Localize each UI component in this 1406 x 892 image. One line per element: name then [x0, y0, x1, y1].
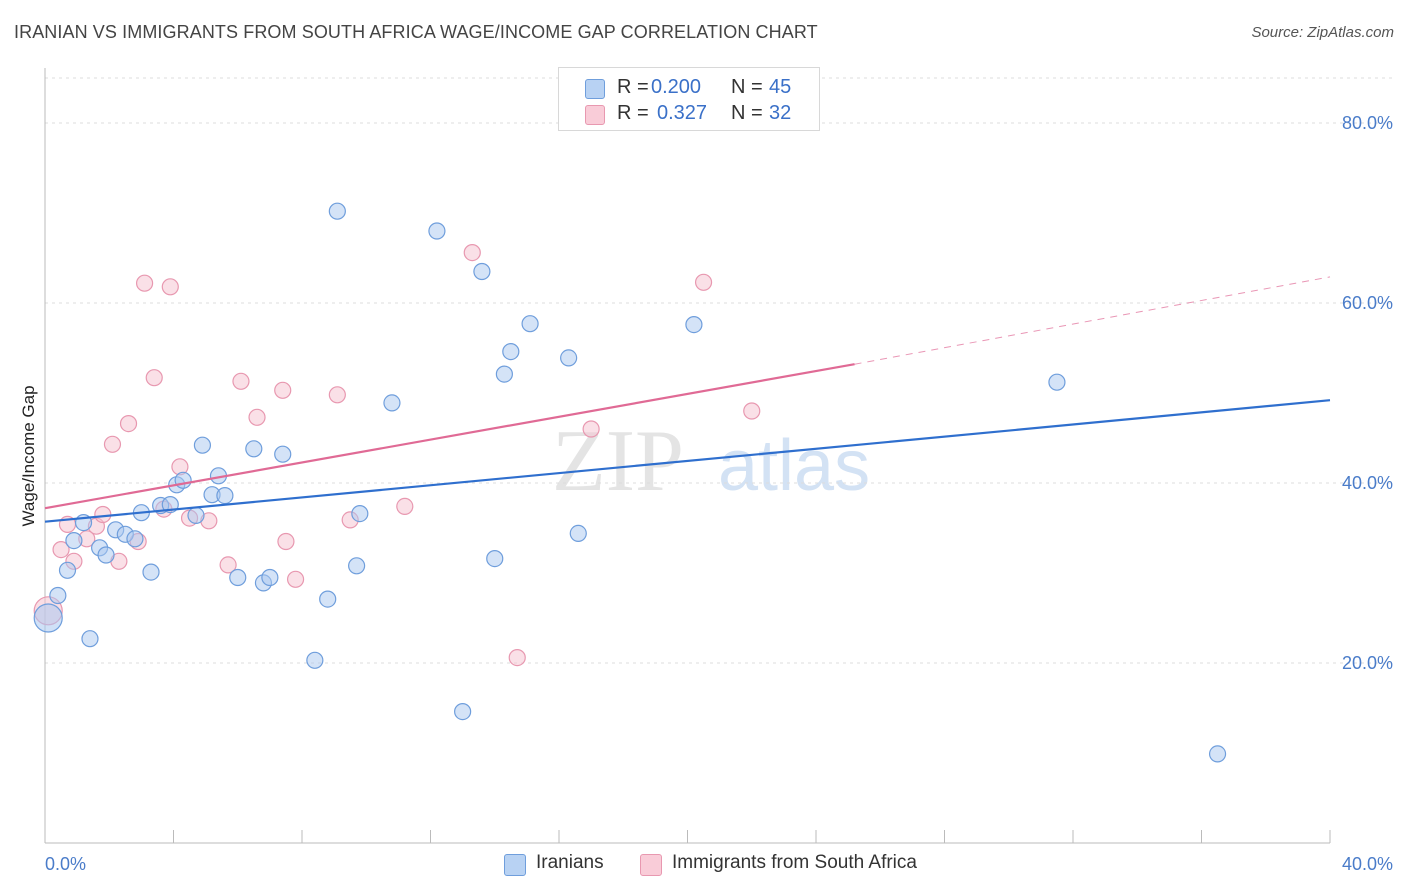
x-tick-label: 40.0%	[1342, 854, 1393, 874]
south-africa-point	[694, 273, 713, 291]
legend-r-value: 0.327	[657, 102, 708, 124]
legend-swatch-iranians	[585, 79, 605, 99]
south-africa-point	[743, 402, 761, 420]
iranians-point	[1048, 373, 1066, 391]
axes	[44, 68, 1330, 844]
grid-lines	[45, 77, 1392, 664]
south-africa-point	[508, 648, 526, 667]
south-africa-point	[582, 420, 600, 438]
iranians-point	[65, 531, 83, 550]
y-tick-label: 20.0%	[1342, 653, 1393, 673]
legend-swatch-iranians	[504, 854, 526, 876]
watermark-atlas: atlas	[718, 426, 870, 506]
iranians-point	[58, 561, 77, 579]
south-africa-point	[103, 435, 122, 453]
iranians-point	[319, 590, 337, 608]
iranians-point	[33, 603, 63, 633]
y-axis-tick-labels: 20.0% 40.0% 60.0% 80.0%	[1342, 113, 1393, 673]
source-attribution: Source: ZipAtlas.com	[1251, 24, 1394, 41]
south-africa-point	[286, 570, 305, 588]
iranians-point	[486, 549, 504, 568]
south-africa-trend-line	[44, 363, 855, 510]
south-africa-point	[274, 381, 292, 399]
chart-title: IRANIAN VS IMMIGRANTS FROM SOUTH AFRICA …	[14, 22, 818, 42]
iranians-point	[348, 557, 366, 575]
iranians-point	[685, 316, 703, 334]
iranians-point	[328, 202, 346, 220]
legend-r-value: 0.200	[651, 76, 702, 98]
iranians-point	[142, 563, 160, 581]
iranians-point	[97, 546, 115, 564]
legend-label-south-africa: Immigrants from South Africa	[672, 852, 917, 873]
iranians-point	[495, 365, 513, 383]
watermark-zip: ZIP	[552, 413, 684, 510]
south-africa-point	[277, 532, 295, 551]
south-africa-point	[52, 540, 70, 559]
iranians-trend-line	[44, 399, 1331, 523]
iranians-point	[274, 445, 292, 463]
legend-swatch-south-africa	[640, 854, 662, 876]
iranians-point	[521, 315, 539, 333]
legend-n-value: 32	[769, 102, 792, 124]
series-iranians-points	[33, 202, 1227, 763]
south-africa-point	[119, 415, 138, 433]
south-africa-point	[219, 556, 237, 574]
iranians-point	[454, 702, 472, 721]
x-tick-label: 0.0%	[45, 854, 86, 874]
iranians-point	[216, 487, 234, 505]
south-africa-point	[161, 278, 179, 296]
trend-lines	[44, 276, 1331, 523]
south-africa-point	[328, 386, 346, 404]
y-tick-label: 40.0%	[1342, 473, 1393, 493]
south-africa-point	[232, 372, 250, 390]
iranians-point	[306, 651, 324, 669]
legend-label-iranians: Iranians	[536, 852, 604, 873]
legend-r-key: R =	[617, 76, 649, 98]
iranians-point	[229, 568, 247, 587]
legend-n-key: N =	[731, 102, 763, 124]
legend-r-key: R =	[617, 102, 649, 124]
legend-n-key: N =	[731, 76, 763, 98]
south-africa-point	[135, 274, 154, 292]
south-africa-point	[396, 497, 414, 515]
iranians-point	[187, 506, 205, 525]
south-africa-trend-extension	[854, 276, 1331, 365]
iranians-point	[569, 524, 587, 543]
south-africa-point	[248, 408, 266, 426]
iranians-point	[126, 530, 144, 548]
iranians-point	[502, 343, 520, 361]
y-tick-label: 60.0%	[1342, 293, 1393, 313]
legend-swatch-south-africa	[585, 105, 605, 125]
south-africa-point	[145, 369, 163, 387]
y-tick-label: 80.0%	[1342, 113, 1393, 133]
x-axis-tick-labels: 0.0% 40.0%	[45, 854, 1393, 874]
south-africa-point	[94, 505, 112, 524]
iranians-point	[245, 440, 263, 458]
watermark: ZIP atlas	[552, 413, 870, 510]
correlation-legend: R = 0.200 N = 45 R = 0.327 N = 32	[558, 67, 820, 131]
south-africa-point	[463, 244, 481, 262]
x-axis-ticks	[44, 830, 1331, 843]
iranians-point	[49, 586, 67, 605]
iranians-point	[473, 262, 491, 281]
y-axis-title: Wage/Income Gap	[19, 385, 38, 526]
legend-n-value: 45	[769, 76, 792, 98]
iranians-point	[560, 349, 578, 367]
iranians-point	[193, 436, 212, 454]
iranians-point	[174, 471, 192, 489]
iranians-point	[428, 222, 446, 240]
iranians-point	[261, 568, 279, 587]
iranians-point	[1208, 745, 1227, 763]
iranians-point	[383, 394, 401, 412]
iranians-point	[81, 630, 99, 648]
iranians-point	[351, 504, 369, 523]
